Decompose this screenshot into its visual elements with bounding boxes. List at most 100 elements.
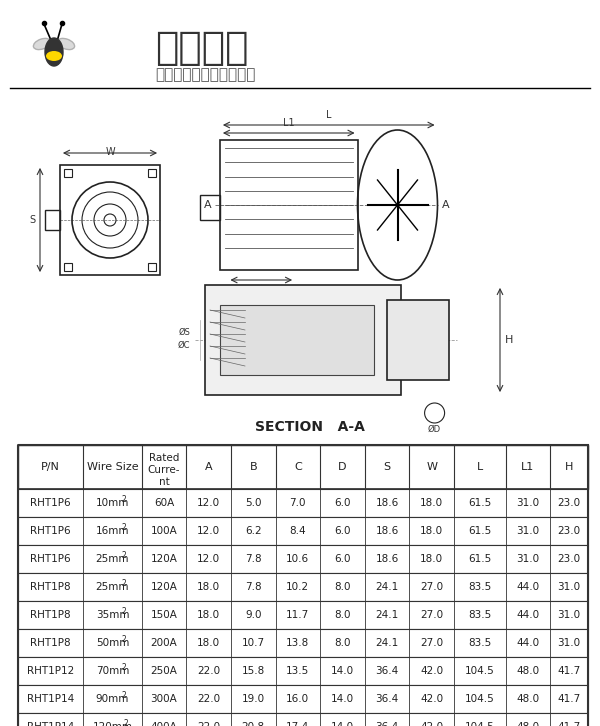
Text: 11.7: 11.7 [286, 610, 310, 620]
Text: 120A: 120A [151, 554, 178, 564]
Text: 27.0: 27.0 [420, 638, 443, 648]
Text: 150A: 150A [151, 610, 178, 620]
Text: 7.0: 7.0 [290, 498, 306, 508]
Bar [18, 685, 588, 713]
Text: 10.6: 10.6 [286, 554, 310, 564]
Text: 9.0: 9.0 [245, 610, 262, 620]
Text: 18.6: 18.6 [376, 554, 399, 564]
Text: 25mm: 25mm [95, 582, 129, 592]
Text: RHT1P8: RHT1P8 [31, 610, 71, 620]
Text: W: W [426, 462, 437, 472]
Text: RHT1P6: RHT1P6 [31, 498, 71, 508]
Bar [148, 169, 156, 177]
Text: 36.4: 36.4 [376, 722, 399, 726]
Bar [200, 195, 220, 220]
Text: A: A [205, 200, 212, 210]
Text: RHT1P12: RHT1P12 [27, 666, 74, 676]
Text: 22.0: 22.0 [197, 694, 220, 704]
Text: ØC: ØC [178, 340, 190, 349]
Text: A: A [205, 462, 212, 472]
Bar [205, 285, 401, 395]
Bar [18, 445, 588, 489]
Bar [45, 210, 60, 230]
Text: 31.0: 31.0 [557, 638, 581, 648]
Ellipse shape [58, 38, 74, 49]
Bar [60, 165, 160, 275]
Text: Wire Size: Wire Size [86, 462, 138, 472]
Bar [64, 263, 72, 271]
Text: 6.0: 6.0 [334, 498, 351, 508]
Text: 41.7: 41.7 [557, 722, 581, 726]
Bar [18, 573, 588, 601]
Text: 2: 2 [124, 719, 128, 726]
Text: 5.0: 5.0 [245, 498, 262, 508]
Text: 44.0: 44.0 [517, 582, 539, 592]
Text: 31.0: 31.0 [557, 610, 581, 620]
Text: D: D [338, 462, 347, 472]
Text: ØD: ØD [428, 425, 441, 434]
Bar [18, 713, 588, 726]
Text: 12.0: 12.0 [197, 498, 220, 508]
Text: 17.4: 17.4 [286, 722, 310, 726]
Text: 18.6: 18.6 [376, 498, 399, 508]
Text: P/N: P/N [41, 462, 60, 472]
Text: 83.5: 83.5 [468, 610, 491, 620]
Text: 100A: 100A [151, 526, 178, 536]
Bar [18, 517, 588, 545]
Text: 24.1: 24.1 [376, 638, 399, 648]
Text: 104.5: 104.5 [465, 694, 495, 704]
Text: 8.0: 8.0 [334, 582, 351, 592]
Text: 19.0: 19.0 [242, 694, 265, 704]
Text: 200A: 200A [151, 638, 178, 648]
Text: 120A: 120A [151, 582, 178, 592]
Text: H: H [505, 335, 514, 345]
Text: C: C [294, 462, 302, 472]
Text: 2: 2 [121, 523, 126, 531]
Bar [18, 629, 588, 657]
Bar [64, 169, 72, 177]
Text: RHT1P8: RHT1P8 [31, 638, 71, 648]
Text: RHT1P6: RHT1P6 [31, 526, 71, 536]
Text: 6.2: 6.2 [245, 526, 262, 536]
Text: 22.0: 22.0 [197, 722, 220, 726]
Text: 2: 2 [121, 579, 126, 587]
Text: S: S [383, 462, 391, 472]
Text: 10.7: 10.7 [242, 638, 265, 648]
Bar [18, 489, 588, 517]
Text: 2: 2 [121, 663, 126, 672]
Bar [18, 445, 588, 726]
Text: 18.6: 18.6 [376, 526, 399, 536]
Text: 31.0: 31.0 [557, 582, 581, 592]
Text: 18.0: 18.0 [197, 610, 220, 620]
Text: 44.0: 44.0 [517, 638, 539, 648]
Text: 42.0: 42.0 [420, 694, 443, 704]
Text: 2: 2 [121, 690, 126, 699]
Bar [18, 445, 588, 489]
Text: nt: nt [158, 477, 169, 487]
Text: 16.0: 16.0 [286, 694, 310, 704]
Text: 300A: 300A [151, 694, 178, 704]
Text: H: H [565, 462, 574, 472]
Text: 31.0: 31.0 [517, 554, 539, 564]
Text: 41.7: 41.7 [557, 694, 581, 704]
Text: 7.8: 7.8 [245, 554, 262, 564]
Text: 31.0: 31.0 [517, 498, 539, 508]
Text: L1: L1 [283, 118, 295, 128]
Text: 原厂直采电子连接器商城: 原厂直采电子连接器商城 [155, 68, 256, 83]
Text: 70mm: 70mm [96, 666, 129, 676]
Bar [148, 263, 156, 271]
Text: 42.0: 42.0 [420, 666, 443, 676]
Text: RHT1P8: RHT1P8 [31, 582, 71, 592]
Text: Rated: Rated [149, 453, 179, 463]
Text: 6.0: 6.0 [334, 526, 351, 536]
Text: 27.0: 27.0 [420, 582, 443, 592]
Text: 31.0: 31.0 [517, 526, 539, 536]
Text: 18.0: 18.0 [420, 554, 443, 564]
Text: 2: 2 [121, 635, 126, 643]
Text: 18.0: 18.0 [197, 582, 220, 592]
Text: 83.5: 83.5 [468, 582, 491, 592]
Text: 41.7: 41.7 [557, 666, 581, 676]
Text: 2: 2 [121, 606, 126, 616]
Text: ØA: ØA [254, 285, 268, 295]
Text: 250A: 250A [151, 666, 178, 676]
